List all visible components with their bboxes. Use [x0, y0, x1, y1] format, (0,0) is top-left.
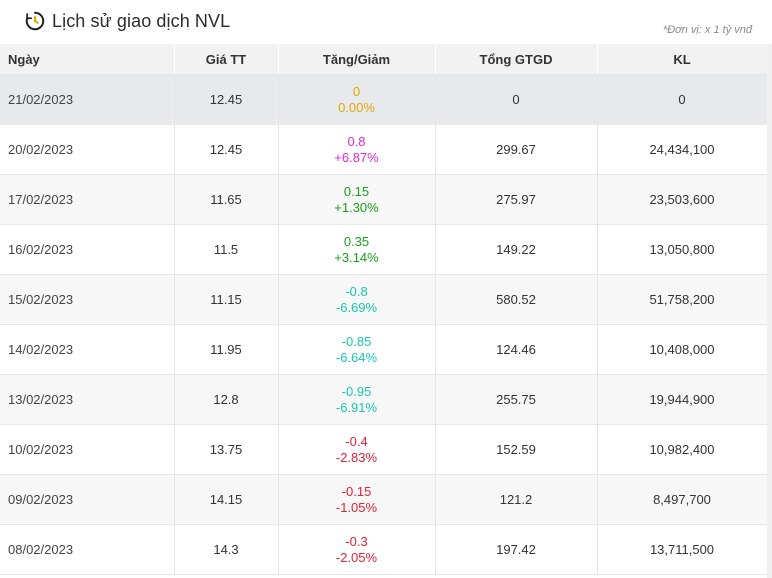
cell-volume: 19,944,900 [597, 374, 768, 425]
cell-price: 12.45 [174, 74, 279, 125]
cell-value: 149.22 [435, 224, 598, 275]
scrollbar[interactable] [767, 44, 772, 578]
cell-change: -0.85 -6.64% [278, 324, 436, 375]
change-value: 0.35 [343, 233, 370, 249]
cell-value: 299.67 [435, 124, 598, 175]
cell-price: 12.45 [174, 124, 279, 175]
cell-volume: 10,408,000 [597, 324, 768, 375]
cell-change: -0.95 -6.91% [278, 374, 436, 425]
cell-value: 124.46 [435, 324, 598, 375]
cell-date: 09/02/2023 [0, 474, 175, 525]
cell-change: -0.15 -1.05% [278, 474, 436, 525]
cell-volume: 51,758,200 [597, 274, 768, 325]
table-row[interactable]: 21/02/2023 12.45 0 0.00% 0 0 [0, 74, 768, 125]
change-value: -0.85 [341, 333, 372, 349]
cell-price: 11.65 [174, 174, 279, 225]
cell-change: -0.4 -2.83% [278, 424, 436, 475]
table-header-row: Ngày Giá TT Tăng/Giảm Tổng GTGD KL [0, 44, 768, 75]
cell-value: 0 [435, 74, 598, 125]
cell-change: -0.3 -2.05% [278, 524, 436, 575]
cell-change: 0.8 +6.87% [278, 124, 436, 175]
cell-volume: 13,050,800 [597, 224, 768, 275]
cell-volume: 8,497,700 [597, 474, 768, 525]
cell-value: 121.2 [435, 474, 598, 525]
cell-price: 11.95 [174, 324, 279, 375]
cell-date: 08/02/2023 [0, 524, 175, 575]
table-row[interactable]: 08/02/2023 14.3 -0.3 -2.05% 197.42 13,711,500 [0, 524, 768, 575]
cell-date: 17/02/2023 [0, 174, 175, 225]
cell-price: 12.8 [174, 374, 279, 425]
table-row[interactable]: 20/02/2023 12.45 0.8 +6.87% 299.67 24,434,100 [0, 124, 768, 175]
column-header-volume[interactable]: KL [597, 44, 768, 75]
table-row[interactable]: 09/02/2023 14.15 -0.15 -1.05% 121.2 8,497,700 [0, 474, 768, 525]
cell-change: 0.15 +1.30% [278, 174, 436, 225]
change-value: -0.3 [345, 533, 368, 549]
cell-value: 152.59 [435, 424, 598, 475]
cell-date: 20/02/2023 [0, 124, 175, 175]
cell-price: 14.15 [174, 474, 279, 525]
history-table: Ngày Giá TT Tăng/Giảm Tổng GTGD KL 21/02… [0, 44, 768, 575]
table-row[interactable]: 15/02/2023 11.15 -0.8 -6.69% 580.52 51,758,20… [0, 274, 768, 325]
column-header-date[interactable]: Ngày [0, 44, 175, 75]
cell-value: 197.42 [435, 524, 598, 575]
change-percent: -6.91% [335, 399, 378, 415]
column-header-change[interactable]: Tăng/Giảm [278, 44, 436, 75]
table-row[interactable]: 14/02/2023 11.95 -0.85 -6.64% 124.46 10,408,0… [0, 324, 768, 375]
change-value: -0.95 [341, 383, 372, 399]
title-group: Lịch sử giao dịch NVL [24, 10, 230, 32]
panel-header: Lịch sử giao dịch NVL *Đơn vị: x 1 tỷ vn… [0, 0, 772, 44]
cell-volume: 24,434,100 [597, 124, 768, 175]
cell-volume: 10,982,400 [597, 424, 768, 475]
change-percent: +6.87% [334, 149, 379, 165]
cell-date: 15/02/2023 [0, 274, 175, 325]
cell-price: 11.5 [174, 224, 279, 275]
cell-volume: 23,503,600 [597, 174, 768, 225]
change-value: -0.15 [341, 483, 372, 499]
unit-note: *Đơn vị: x 1 tỷ vnđ [662, 24, 752, 36]
table-row[interactable]: 17/02/2023 11.65 0.15 +1.30% 275.97 23,503,60… [0, 174, 768, 225]
cell-date: 16/02/2023 [0, 224, 175, 275]
clock-history-icon [25, 11, 45, 31]
change-percent: +1.30% [334, 199, 379, 215]
change-percent: -6.69% [335, 299, 378, 315]
change-value: -0.4 [345, 433, 368, 449]
cell-change: 0.35 +3.14% [278, 224, 436, 275]
cell-value: 275.97 [435, 174, 598, 225]
cell-date: 10/02/2023 [0, 424, 175, 475]
change-percent: -6.64% [335, 349, 378, 365]
change-percent: +3.14% [334, 249, 379, 265]
cell-price: 14.3 [174, 524, 279, 575]
cell-change: 0 0.00% [278, 74, 436, 125]
cell-volume: 13,711,500 [597, 524, 768, 575]
table-row[interactable]: 16/02/2023 11.5 0.35 +3.14% 149.22 13,050,800 [0, 224, 768, 275]
change-percent: 0.00% [338, 99, 375, 115]
change-percent: -2.05% [335, 549, 378, 565]
cell-date: 21/02/2023 [0, 74, 175, 125]
cell-value: 580.52 [435, 274, 598, 325]
cell-price: 11.15 [174, 274, 279, 325]
column-header-value[interactable]: Tổng GTGD [435, 44, 598, 75]
cell-volume: 0 [597, 74, 768, 125]
change-percent: -2.83% [335, 449, 378, 465]
table-row[interactable]: 10/02/2023 13.75 -0.4 -2.83% 152.59 10,982,40… [0, 424, 768, 475]
change-value: -0.8 [345, 283, 368, 299]
column-header-price[interactable]: Giá TT [174, 44, 279, 75]
change-value: 0.8 [347, 133, 366, 149]
change-value: 0.15 [343, 183, 370, 199]
change-value: 0 [352, 83, 361, 99]
cell-value: 255.75 [435, 374, 598, 425]
page-title: Lịch sử giao dịch NVL [52, 10, 231, 31]
table-row[interactable]: 13/02/2023 12.8 -0.95 -6.91% 255.75 19,944,90… [0, 374, 768, 425]
cell-date: 13/02/2023 [0, 374, 175, 425]
change-percent: -1.05% [335, 499, 378, 515]
cell-change: -0.8 -6.69% [278, 274, 436, 325]
cell-price: 13.75 [174, 424, 279, 475]
cell-date: 14/02/2023 [0, 324, 175, 375]
